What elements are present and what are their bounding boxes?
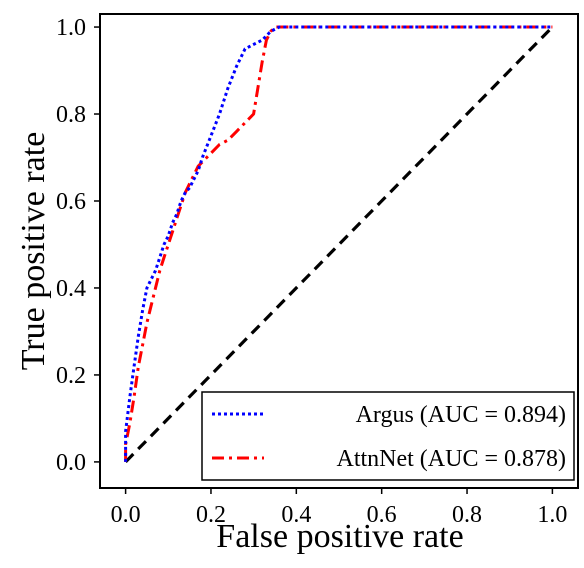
y-axis-label: True positive rate <box>15 132 52 371</box>
y-tick-label: 0.8 <box>56 102 86 128</box>
y-tick-label: 0.4 <box>56 276 86 302</box>
legend-label-attnnet: AttnNet (AUC = 0.878) <box>336 446 566 472</box>
y-tick-label: 0.0 <box>56 450 86 476</box>
x-tick-label: 0.2 <box>196 502 226 528</box>
legend-box <box>201 391 575 481</box>
x-tick-label: 0.4 <box>281 502 311 528</box>
series-line-argus <box>124 25 553 462</box>
x-tick-label: 0.8 <box>452 502 482 528</box>
x-tick-label: 0.0 <box>111 502 141 528</box>
chance-diagonal-line <box>124 25 554 464</box>
y-tick-label: 0.2 <box>56 363 86 389</box>
plot-area-frame <box>99 13 579 489</box>
y-tick-label: 1.0 <box>56 15 86 41</box>
x-tick-label: 0.6 <box>367 502 397 528</box>
legend-label-argus: Argus (AUC = 0.894) <box>356 402 566 428</box>
legend: Argus (AUC = 0.894) AttnNet (AUC = 0.878) <box>201 391 575 481</box>
y-tick-label: 0.6 <box>56 189 86 215</box>
series-line-attnnet <box>124 25 553 462</box>
x-axis-label: False positive rate <box>216 518 463 555</box>
x-tick-label: 1.0 <box>537 502 567 528</box>
